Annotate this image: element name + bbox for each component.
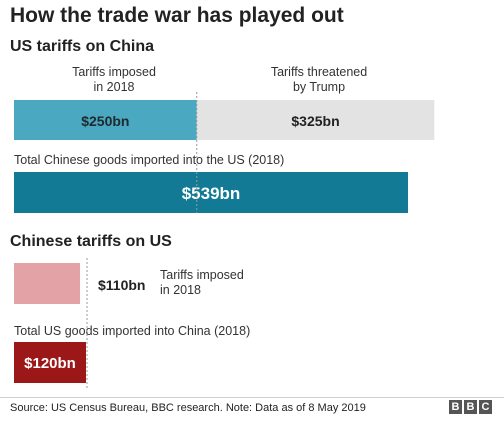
us-total-value: $539bn bbox=[182, 184, 241, 203]
chart-title: How the trade war has played out bbox=[10, 4, 344, 27]
china-tariffs-section-title: Chinese tariffs on US bbox=[10, 233, 172, 250]
china-total-label: Total US goods imported into China (2018… bbox=[14, 324, 251, 338]
us-total-label: Total Chinese goods imported into the US… bbox=[14, 153, 285, 167]
china-imposed-bar bbox=[14, 263, 80, 304]
us-imposed-bar bbox=[14, 100, 197, 140]
footer-divider bbox=[0, 397, 504, 398]
us-imposed-value: $250bn bbox=[81, 113, 129, 129]
china-imposed-value-label: $110bn bbox=[98, 277, 146, 293]
bbc-logo: B B C bbox=[449, 400, 492, 414]
us-tariffs-section-title: US tariffs on China bbox=[10, 38, 155, 55]
china-total-bar bbox=[14, 342, 86, 383]
china-total-value: $120bn bbox=[24, 355, 76, 372]
us-threatened-bar bbox=[196, 100, 435, 140]
bbc-logo-letter: C bbox=[479, 400, 492, 414]
us-imposed-label: Tariffs imposed in 2018 bbox=[72, 65, 156, 94]
bbc-logo-letter: B bbox=[464, 400, 477, 414]
us-total-bar bbox=[14, 172, 408, 213]
china-imposed-label: Tariffs imposed in 2018 bbox=[160, 268, 244, 297]
bbc-logo-letter: B bbox=[449, 400, 462, 414]
source-note: Source: US Census Bureau, BBC research. … bbox=[10, 402, 366, 414]
us-threatened-value: $325bn bbox=[291, 113, 339, 129]
us-threatened-label: Tariffs threatened by Trump bbox=[270, 65, 368, 94]
